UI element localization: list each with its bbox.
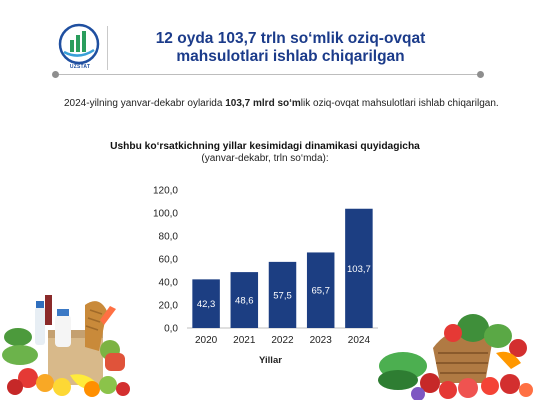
summary-highlight: 103,7 mlrd so‘m <box>225 98 301 109</box>
x-tick-label: 2022 <box>271 335 294 346</box>
bar <box>345 208 373 328</box>
rule-dot-right <box>477 71 484 78</box>
y-tick-label: 40,0 <box>159 278 179 289</box>
x-tick-label: 2023 <box>310 335 333 346</box>
vegetable-basket-icon <box>378 314 533 400</box>
summary-text-start: 2024-yilning yanvar-dekabr oylarida <box>64 98 226 109</box>
x-axis-label: Yillar <box>259 355 282 366</box>
chart-title: Ushbu ko‘rsatkichning yillar kesimidagi … <box>110 141 420 152</box>
bar <box>306 252 335 328</box>
y-tick-label: 0,0 <box>164 324 178 335</box>
bar <box>192 279 220 328</box>
rule-dot-left <box>52 71 59 78</box>
bar-value-label: 65,7 <box>311 286 330 297</box>
bar <box>230 272 259 328</box>
y-tick-label: 120,0 <box>153 186 178 197</box>
bar-value-label: 57,5 <box>273 290 292 301</box>
bar-value-label: 48,6 <box>235 296 254 307</box>
header-divider <box>107 26 108 70</box>
grocery-bag-icon <box>2 295 130 397</box>
header-rule <box>55 74 480 75</box>
chart-subtitle: (yanvar-dekabr, trln so‘mda): <box>201 153 329 164</box>
title-line-2: mahsulotlari ishlab chiqarilgan <box>176 48 405 65</box>
uzstat-logo <box>58 23 100 65</box>
y-tick-label: 20,0 <box>159 301 179 312</box>
y-tick-label: 80,0 <box>159 232 179 243</box>
title-line-1: 12 oyda 103,7 trln so‘mlik oziq-ovqat <box>155 30 426 47</box>
x-tick-label: 2020 <box>195 335 218 346</box>
x-tick-label: 2021 <box>233 335 256 346</box>
bar-value-label: 103,7 <box>347 264 371 275</box>
bar-value-label: 42,3 <box>197 299 216 310</box>
summary-text-end: lik oziq-ovqat mahsulotlari ishlab chiqa… <box>300 98 499 109</box>
y-tick-label: 100,0 <box>153 209 178 220</box>
y-tick-label: 60,0 <box>159 255 179 266</box>
logo-text: UZSTAT <box>69 64 91 70</box>
bar <box>268 261 297 328</box>
x-tick-label: 2024 <box>348 335 371 346</box>
page-title: 12 oyda 103,7 trln so‘mlik oziq-ovqat ma… <box>118 30 463 66</box>
summary-paragraph: 2024-yilning yanvar-dekabr oylarida 103,… <box>45 98 500 110</box>
